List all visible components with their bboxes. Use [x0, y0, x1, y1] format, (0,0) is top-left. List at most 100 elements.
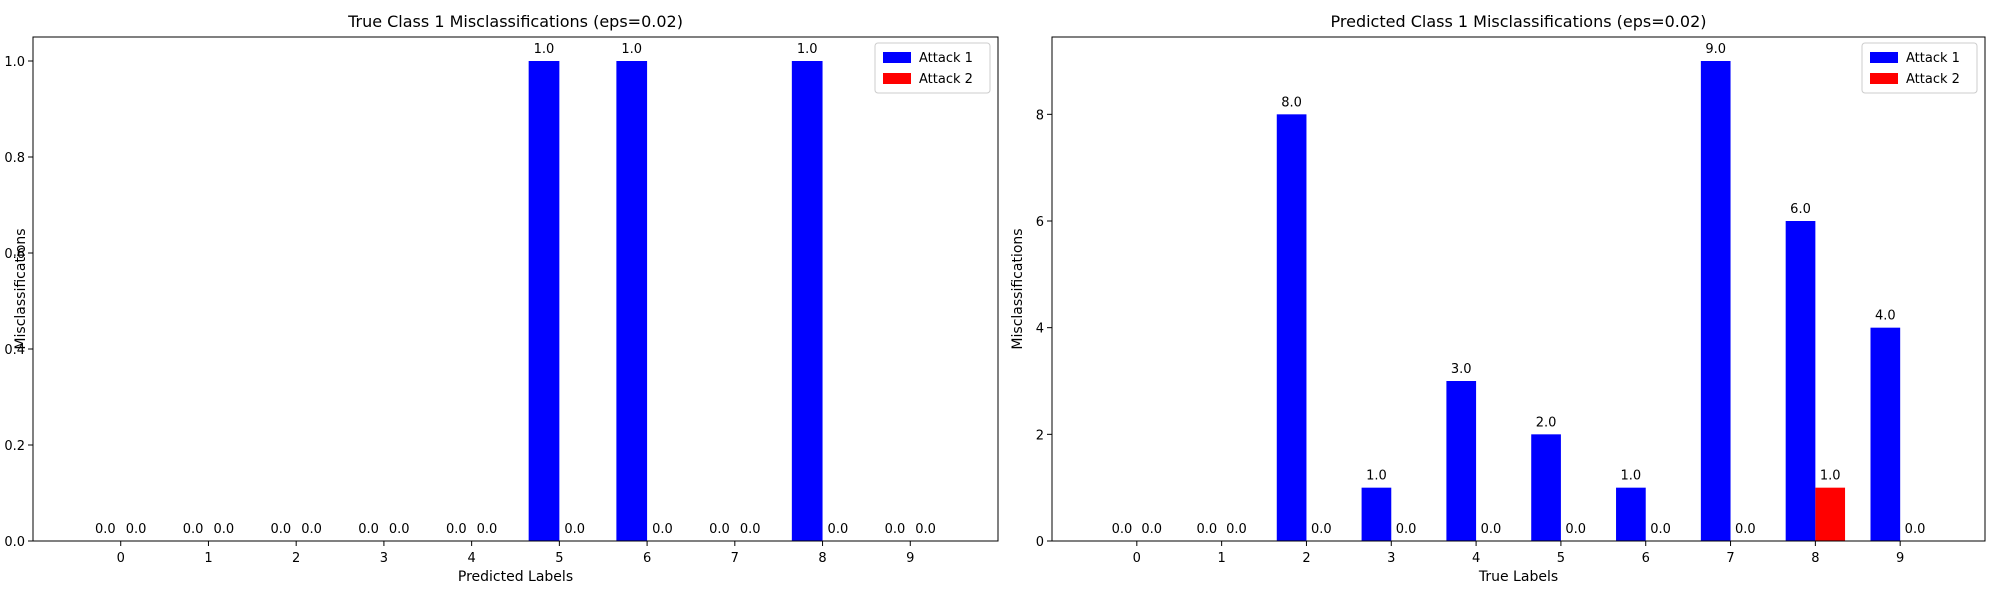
- x-tick-label: 7: [1726, 551, 1734, 566]
- data-label: 0.0: [1226, 522, 1247, 537]
- x-tick-label: 6: [643, 551, 651, 566]
- x-tick-label: 6: [1642, 551, 1650, 566]
- bar-attack-1: [1870, 327, 1901, 541]
- legend-swatch: [883, 52, 911, 63]
- y-tick-label: 0.8: [4, 151, 25, 166]
- x-tick-label: 9: [906, 551, 914, 566]
- legend-label: Attack 1: [919, 51, 973, 66]
- data-label: 1.0: [797, 42, 818, 57]
- chart-title: True Class 1 Misclassifications (eps=0.0…: [347, 12, 683, 31]
- data-label: 6.0: [1790, 202, 1811, 217]
- y-tick-label: 0.6: [4, 247, 25, 262]
- data-label: 0.0: [301, 522, 322, 537]
- data-label: 0.0: [1141, 522, 1162, 537]
- x-tick-label: 5: [555, 551, 563, 566]
- bar-attack-1: [1616, 487, 1646, 541]
- x-tick-label: 0: [1133, 551, 1141, 566]
- y-tick-label: 6: [1036, 215, 1044, 230]
- legend-swatch: [883, 73, 911, 84]
- data-label: 0.0: [183, 522, 204, 537]
- legend-label: Attack 1: [1906, 51, 1960, 66]
- data-label: 3.0: [1451, 362, 1472, 377]
- data-label: 0.0: [740, 522, 761, 537]
- bar-attack-1: [1446, 381, 1477, 541]
- data-label: 0.0: [652, 522, 673, 537]
- data-label: 0.0: [828, 522, 849, 537]
- x-tick-label: 7: [731, 551, 739, 566]
- data-label: 0.0: [1196, 522, 1217, 537]
- data-label: 1.0: [1621, 469, 1642, 484]
- y-tick-label: 0.0: [4, 535, 25, 550]
- data-label: 8.0: [1281, 95, 1302, 110]
- legend-label: Attack 2: [1906, 72, 1960, 87]
- x-tick-label: 2: [292, 551, 300, 566]
- data-label: 0.0: [213, 522, 234, 537]
- data-label: 1.0: [1366, 469, 1387, 484]
- legend-swatch: [1870, 52, 1898, 63]
- data-label: 0.0: [95, 522, 116, 537]
- data-label: 4.0: [1875, 309, 1896, 324]
- y-tick-label: 0.4: [4, 343, 25, 358]
- x-tick-label: 8: [818, 551, 826, 566]
- x-tick-label: 9: [1896, 551, 1904, 566]
- x-tick-label: 4: [467, 551, 475, 566]
- legend-label: Attack 2: [919, 72, 973, 87]
- data-label: 0.0: [446, 522, 467, 537]
- plot-frame: [32, 36, 999, 542]
- y-tick-label: 8: [1036, 108, 1044, 123]
- data-label: 1.0: [1820, 469, 1841, 484]
- chart-true-class-1: True Class 1 Misclassifications (eps=0.0…: [4, 12, 999, 585]
- x-tick-label: 8: [1811, 551, 1819, 566]
- y-tick-label: 0: [1036, 535, 1044, 550]
- x-axis-label: True Labels: [1478, 569, 1558, 585]
- x-tick-label: 2: [1302, 551, 1310, 566]
- x-tick-label: 3: [380, 551, 388, 566]
- data-label: 0.0: [915, 522, 936, 537]
- data-label: 0.0: [270, 522, 291, 537]
- bar-attack-1: [791, 61, 823, 541]
- legend-swatch: [1870, 73, 1898, 84]
- plot-frame: [1051, 36, 1986, 542]
- x-tick-label: 5: [1557, 551, 1565, 566]
- x-tick-label: 1: [204, 551, 212, 566]
- data-label: 0.0: [358, 522, 379, 537]
- bar-attack-1: [1531, 434, 1561, 541]
- data-label: 0.0: [1735, 522, 1756, 537]
- data-label: 0.0: [1650, 522, 1671, 537]
- data-label: 0.0: [1112, 522, 1133, 537]
- bar-attack-1: [528, 61, 560, 541]
- data-label: 0.0: [1905, 522, 1926, 537]
- data-label: 0.0: [389, 522, 410, 537]
- y-tick-label: 1.0: [4, 55, 25, 70]
- y-tick-label: 2: [1036, 428, 1044, 443]
- data-label: 0.0: [709, 522, 730, 537]
- bar-attack-1: [1785, 221, 1816, 541]
- data-label: 0.0: [885, 522, 906, 537]
- y-tick-label: 0.2: [4, 439, 25, 454]
- bar-attack-1: [1276, 114, 1307, 541]
- data-label: 0.0: [1481, 522, 1502, 537]
- y-axis-label: Misclassifications: [13, 228, 29, 349]
- y-tick-label: 4: [1036, 322, 1044, 337]
- data-label: 0.0: [564, 522, 585, 537]
- bar-attack-2: [1815, 487, 1846, 541]
- data-label: 0.0: [1565, 522, 1586, 537]
- data-label: 0.0: [1396, 522, 1417, 537]
- data-label: 2.0: [1536, 415, 1557, 430]
- data-label: 1.0: [621, 42, 642, 57]
- chart-title: Predicted Class 1 Misclassifications (ep…: [1331, 12, 1707, 31]
- data-label: 9.0: [1705, 42, 1726, 57]
- chart-predicted-class-1: Predicted Class 1 Misclassifications (ep…: [1010, 12, 1986, 585]
- data-label: 0.0: [126, 522, 147, 537]
- bar-attack-1: [1700, 61, 1731, 541]
- x-tick-label: 0: [117, 551, 125, 566]
- x-tick-label: 4: [1472, 551, 1480, 566]
- data-label: 0.0: [477, 522, 498, 537]
- y-axis-label: Misclassifications: [1010, 228, 1026, 349]
- x-axis-label: Predicted Labels: [458, 569, 573, 585]
- bar-attack-1: [616, 61, 648, 541]
- data-label: 1.0: [534, 42, 555, 57]
- x-tick-label: 1: [1217, 551, 1225, 566]
- data-label: 0.0: [1311, 522, 1332, 537]
